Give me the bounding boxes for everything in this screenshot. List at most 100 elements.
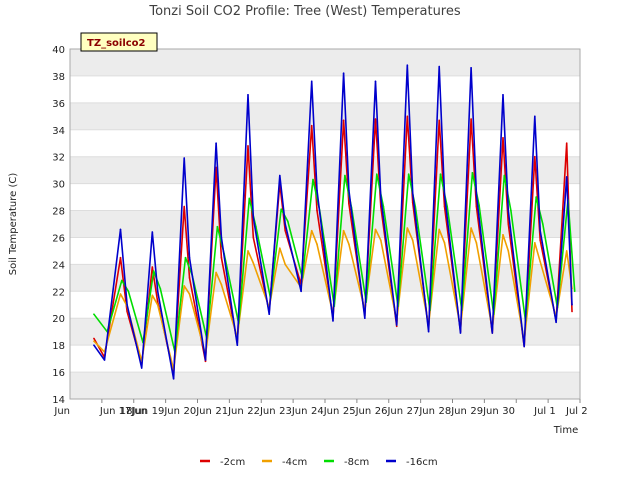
data-point xyxy=(379,196,382,198)
data-point xyxy=(284,229,286,232)
data-point xyxy=(287,220,289,223)
data-point xyxy=(316,209,318,212)
annotation-box xyxy=(80,32,158,52)
data-point xyxy=(156,290,159,293)
y-tick-label: 24 xyxy=(52,260,65,271)
data-point xyxy=(280,208,282,210)
plot-band xyxy=(70,183,580,211)
data-point xyxy=(470,118,472,120)
data-point xyxy=(438,65,441,68)
data-point xyxy=(183,285,186,287)
data-point xyxy=(475,242,478,244)
series-lines xyxy=(93,64,576,380)
x-tick-label: 23Jun xyxy=(279,406,307,417)
data-point xyxy=(119,256,122,259)
data-point xyxy=(539,229,541,232)
legend-label: -8cm xyxy=(344,457,369,468)
data-point xyxy=(406,227,409,229)
data-point xyxy=(310,80,313,83)
data-point xyxy=(395,325,398,328)
y-axis: 14 16 18 20 22 24 26 28 30 32 34 36 38 40 xyxy=(52,45,65,406)
plot-band xyxy=(70,129,580,157)
data-point xyxy=(247,145,249,147)
plot-band xyxy=(70,318,580,346)
y-tick-label: 32 xyxy=(52,153,65,164)
data-point xyxy=(407,173,410,175)
legend-item: -8cm xyxy=(324,457,369,468)
data-point xyxy=(443,193,446,196)
data-point xyxy=(510,209,512,212)
data-point xyxy=(348,243,350,245)
data-point xyxy=(310,124,313,127)
legend-label: -4cm xyxy=(282,457,307,468)
data-point xyxy=(279,174,281,177)
plot-band xyxy=(70,102,580,130)
x-tick-label: Jul 2 xyxy=(565,406,588,417)
data-point xyxy=(573,290,576,293)
y-tick-label: 22 xyxy=(52,287,65,298)
plot-band xyxy=(70,156,580,184)
data-point xyxy=(364,317,366,320)
data-point xyxy=(443,242,446,244)
data-point xyxy=(316,189,318,192)
x-tick-label: 30 xyxy=(502,406,515,417)
y-tick-label: 16 xyxy=(52,368,65,379)
plot-band xyxy=(70,210,580,238)
data-point xyxy=(119,293,122,295)
series-line xyxy=(93,227,573,371)
legend: -2cm -4cm -8cm -16cm xyxy=(200,457,438,468)
y-tick-label: 26 xyxy=(52,233,65,244)
data-point xyxy=(535,196,537,198)
data-point xyxy=(406,115,409,118)
data-point xyxy=(215,142,217,145)
y-tick-label: 34 xyxy=(52,126,65,137)
data-point xyxy=(491,332,494,334)
legend-item: -2cm xyxy=(200,457,245,468)
data-point xyxy=(478,204,480,206)
data-point xyxy=(103,359,106,361)
data-point xyxy=(216,225,219,228)
series--16cm xyxy=(93,64,573,380)
data-point xyxy=(126,310,128,313)
x-tick-label: 24Jun xyxy=(311,406,339,417)
data-point xyxy=(183,157,186,159)
data-point xyxy=(204,360,207,363)
data-point xyxy=(471,172,474,174)
series--2cm xyxy=(93,115,573,375)
legend-item: -4cm xyxy=(262,457,307,468)
data-point xyxy=(374,118,377,120)
data-point xyxy=(374,80,377,83)
data-point xyxy=(172,378,175,380)
data-point xyxy=(120,279,123,282)
x-tick-label: Jun 17Jun xyxy=(99,406,147,417)
data-point xyxy=(252,236,255,239)
data-point xyxy=(406,64,409,66)
data-point xyxy=(438,228,441,231)
x-tick-label: Jun xyxy=(53,406,70,417)
data-point xyxy=(446,205,448,208)
data-point xyxy=(470,227,472,229)
data-point xyxy=(316,243,318,245)
data-point xyxy=(507,209,510,212)
data-point xyxy=(344,174,346,177)
data-point xyxy=(127,290,130,293)
x-tick-label: 26Jun xyxy=(375,406,403,417)
y-tick-label: 28 xyxy=(52,207,65,218)
x-tick-label: 19Jun xyxy=(152,406,180,417)
data-point xyxy=(332,320,334,322)
data-point xyxy=(151,231,154,233)
data-point xyxy=(252,216,255,219)
series-line xyxy=(93,64,573,380)
data-point xyxy=(184,256,187,259)
data-point xyxy=(119,228,122,231)
x-tick-label: 18Jun xyxy=(120,406,148,417)
data-point xyxy=(248,197,251,200)
data-point xyxy=(140,367,143,369)
data-point xyxy=(204,359,207,361)
data-point xyxy=(475,205,478,208)
data-point xyxy=(395,324,398,326)
data-point xyxy=(284,263,286,266)
x-tick-label: 28Jun xyxy=(439,406,467,417)
data-point xyxy=(374,228,377,231)
